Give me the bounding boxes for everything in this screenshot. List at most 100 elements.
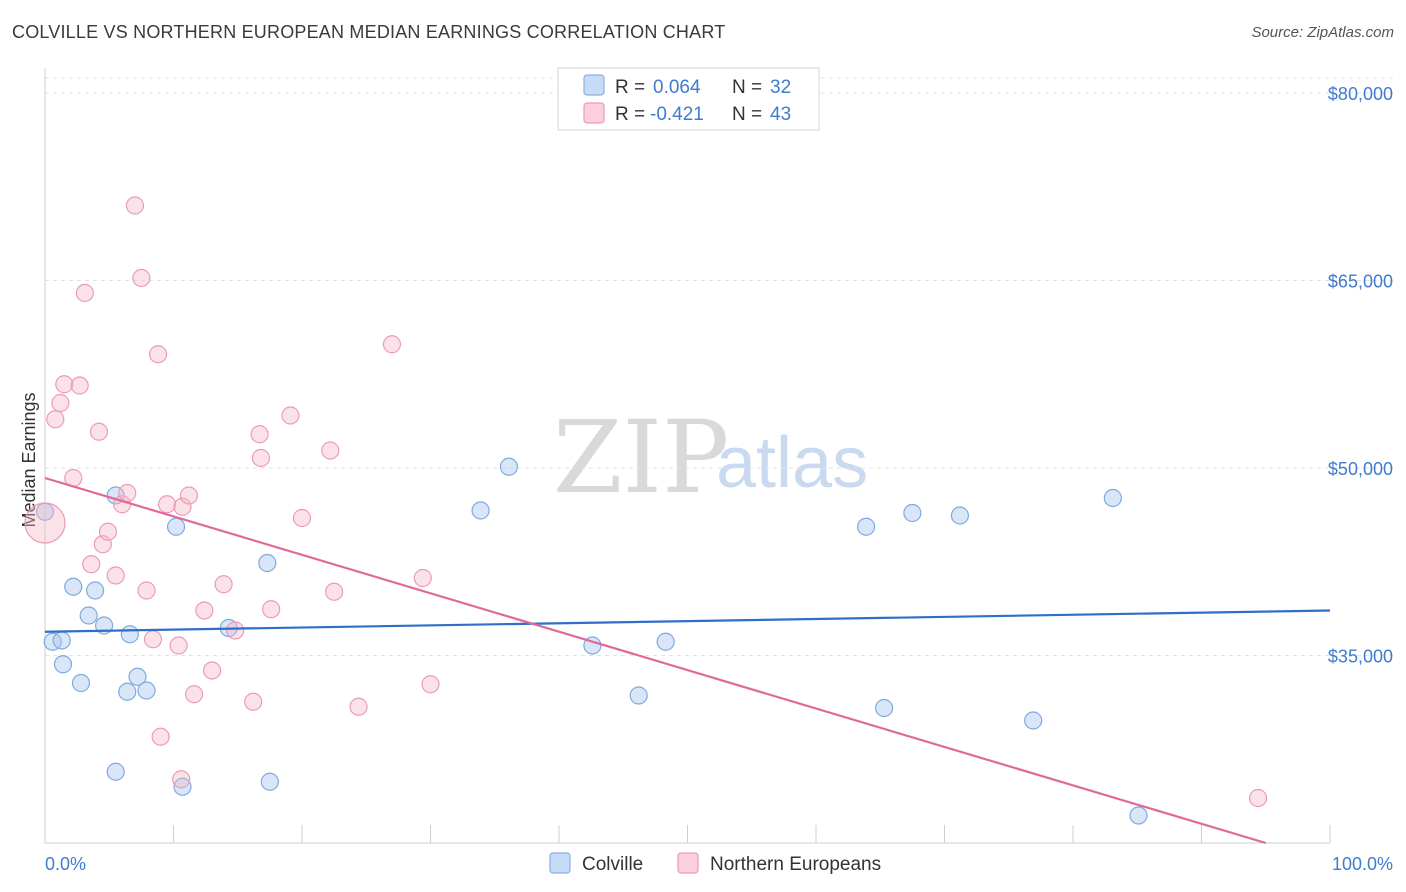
y-tick-label: $50,000 — [1328, 459, 1393, 479]
data-point — [71, 673, 91, 693]
data-point — [250, 425, 269, 444]
y-tick-labels: $35,000 $50,000 $65,000 $80,000 — [1328, 84, 1393, 667]
data-point — [251, 448, 270, 468]
y-tick-label: $65,000 — [1328, 272, 1393, 292]
data-point — [120, 625, 139, 644]
legend-r-value-northern-europeans: -0.421 — [650, 104, 704, 125]
data-point — [157, 495, 177, 514]
legend-n-label-colville: N = — [732, 77, 762, 98]
data-point — [51, 393, 70, 413]
y-tick-label: $80,000 — [1328, 84, 1393, 104]
data-point — [118, 483, 137, 503]
series-northern-europeans-points — [24, 196, 1268, 808]
y-tick-label: $35,000 — [1328, 647, 1393, 667]
data-point — [1129, 806, 1148, 825]
data-point — [128, 667, 147, 686]
stats-legend: R = 0.064 N = 32 R = -0.421 N = 43 — [557, 67, 820, 131]
data-point — [325, 582, 344, 601]
data-point — [471, 501, 490, 520]
trend-line-colville — [44, 609, 1331, 633]
x-tick-label-max: 100.0% — [1332, 854, 1393, 874]
y-axis-label: Median Earnings — [19, 392, 39, 527]
legend-n-label-northern-europeans: N = — [732, 104, 762, 125]
data-point — [413, 568, 432, 588]
data-point — [86, 581, 105, 600]
data-point — [499, 457, 518, 476]
chart-title: COLVILLE VS NORTHERN EUROPEAN MEDIAN EAR… — [12, 22, 726, 42]
legend-r-label-northern-europeans: R = — [615, 104, 645, 125]
x-tick-label-min: 0.0% — [45, 854, 86, 874]
source-label: Source: ZipAtlas.com — [1251, 24, 1394, 41]
data-point — [421, 675, 440, 694]
data-point — [106, 566, 125, 585]
bottom-legend-swatch-colville — [549, 852, 571, 874]
x-tick-labels: 0.0% 100.0% — [45, 854, 1393, 874]
legend-n-value-colville: 32 — [770, 77, 791, 98]
axes — [44, 68, 1331, 844]
trend-line-northern-europeans — [44, 476, 1267, 845]
data-point — [226, 621, 245, 640]
data-point — [281, 406, 300, 425]
data-point — [1024, 711, 1043, 730]
data-point — [75, 283, 94, 303]
data-point — [214, 575, 233, 594]
data-point — [132, 268, 151, 288]
data-point — [52, 631, 71, 650]
data-point — [89, 422, 109, 441]
data-point — [382, 335, 402, 354]
data-point — [53, 655, 73, 674]
bottom-legend-label-colville: Colville — [582, 854, 643, 875]
data-point — [260, 772, 279, 791]
data-point — [151, 727, 170, 746]
gridlines — [45, 77, 1393, 656]
data-point — [70, 376, 89, 395]
data-points — [24, 196, 1268, 825]
data-point — [79, 606, 98, 625]
data-point — [262, 600, 281, 619]
data-point — [1103, 488, 1122, 508]
data-point — [903, 503, 922, 523]
data-point — [195, 601, 214, 620]
data-point — [82, 555, 101, 574]
data-point — [24, 502, 66, 544]
legend-r-value-colville: 0.064 — [653, 77, 701, 98]
data-point — [629, 686, 648, 705]
series-colville-points — [35, 457, 1148, 825]
series-legend: Colville Northern Europeans — [549, 852, 881, 875]
data-point — [46, 410, 65, 429]
data-point — [244, 692, 263, 711]
trend-lines — [44, 476, 1331, 845]
legend-swatch-colville — [583, 74, 605, 96]
bottom-legend-label-northern-europeans: Northern Europeans — [710, 854, 881, 875]
watermark-zip: ZIP — [553, 399, 729, 516]
watermark: ZIP atlas — [553, 399, 868, 516]
data-point — [137, 681, 156, 700]
data-point — [179, 486, 199, 505]
data-point — [98, 522, 118, 541]
data-point — [857, 517, 876, 536]
data-point — [349, 697, 368, 716]
data-point — [1248, 788, 1268, 808]
data-point — [137, 581, 156, 600]
data-point — [143, 630, 163, 649]
data-point — [148, 345, 168, 364]
data-point — [258, 553, 277, 573]
data-point — [118, 682, 137, 701]
data-point — [292, 508, 312, 528]
bottom-legend-swatch-northern-europeans — [677, 852, 699, 874]
data-point — [172, 770, 191, 789]
data-point — [656, 632, 675, 651]
data-point — [202, 661, 222, 680]
watermark-atlas: atlas — [716, 423, 868, 503]
legend-swatch-northern-europeans — [583, 102, 605, 124]
data-point — [173, 777, 192, 796]
data-point — [166, 517, 186, 536]
data-point — [64, 577, 83, 596]
data-point — [125, 196, 145, 215]
data-point — [173, 497, 192, 516]
data-point — [950, 506, 970, 525]
data-point — [55, 375, 74, 394]
legend-r-label-colville: R = — [615, 77, 645, 98]
data-point — [321, 441, 340, 460]
